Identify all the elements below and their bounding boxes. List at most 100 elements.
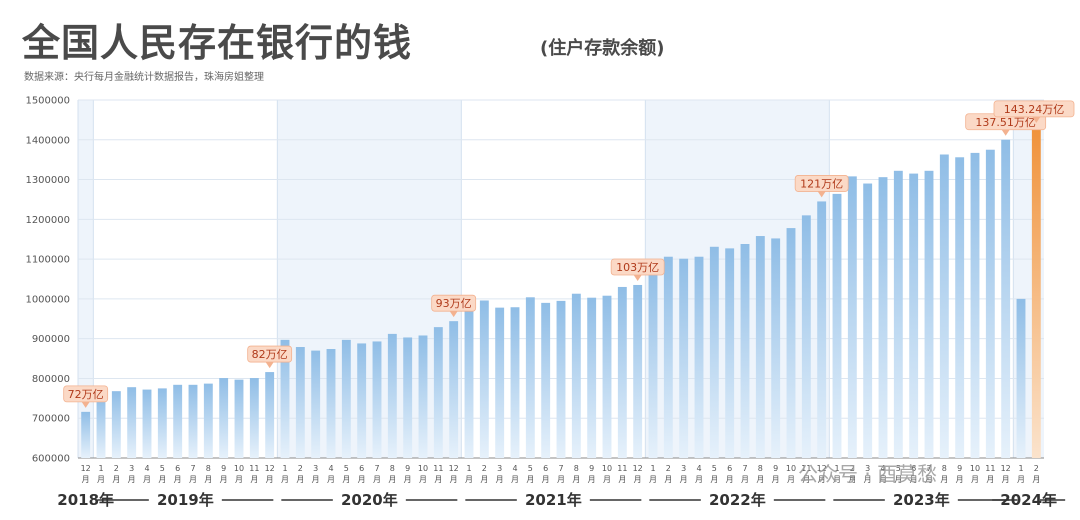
bar (372, 341, 382, 458)
x-tick-month: 9 (221, 464, 226, 473)
bars (81, 126, 1041, 459)
bar (295, 347, 305, 458)
x-tick-suffix: 月 (450, 475, 458, 484)
annotation-label: 143.24万亿 (1004, 103, 1065, 116)
x-tick-month: 7 (374, 464, 379, 473)
x-tick-suffix: 月 (128, 475, 136, 484)
x-tick-suffix: 月 (542, 475, 550, 484)
x-tick-month: 12 (633, 464, 643, 473)
x-tick-suffix: 月 (910, 475, 918, 484)
x-tick-suffix: 月 (342, 475, 350, 484)
x-tick-suffix: 月 (388, 475, 396, 484)
annotation-label: 82万亿 (252, 348, 288, 361)
x-tick-suffix: 月 (956, 475, 964, 484)
bar (725, 248, 735, 458)
x-tick-month: 6 (543, 464, 548, 473)
bar (96, 396, 106, 458)
x-tick-month: 2 (298, 464, 303, 473)
bar (863, 183, 873, 459)
x-tick-month: 7 (558, 464, 563, 473)
x-tick-suffix: 月 (1017, 475, 1025, 484)
x-tick-suffix: 月 (894, 475, 902, 484)
bar (341, 339, 351, 458)
x-tick-month: 7 (926, 464, 931, 473)
x-tick-month: 1 (98, 464, 103, 473)
x-tick-month: 8 (942, 464, 947, 473)
annotation-pointer (633, 274, 642, 281)
bar (249, 378, 259, 458)
bar (694, 256, 704, 458)
x-tick-suffix: 月 (526, 475, 534, 484)
y-tick-label: 800000 (32, 374, 70, 385)
x-tick-suffix: 月 (511, 475, 519, 484)
x-tick-suffix: 月 (404, 475, 412, 484)
bar (479, 300, 489, 458)
x-tick-month: 9 (405, 464, 410, 473)
x-tick-suffix: 月 (266, 475, 274, 484)
x-tick-month: 6 (911, 464, 916, 473)
x-tick-month: 10 (234, 464, 244, 473)
annotation-label: 121万亿 (800, 177, 843, 190)
bar (985, 149, 995, 458)
data-source-note: 数据来源：央行每月金融统计数据报告，珠海房姐整理 (24, 72, 264, 83)
x-tick-month: 2 (1034, 464, 1039, 473)
x-year-label: 2023年 (893, 491, 950, 509)
x-tick-month: 12 (265, 464, 275, 473)
x-tick-suffix: 月 (695, 475, 703, 484)
x-tick-month: 4 (144, 464, 149, 473)
x-tick-suffix: 月 (572, 475, 580, 484)
bar (357, 343, 367, 458)
x-tick-suffix: 月 (1032, 475, 1040, 484)
x-tick-month: 2 (482, 464, 487, 473)
bar (525, 297, 535, 458)
annotation-pointer (1001, 129, 1010, 136)
x-tick-suffix: 月 (971, 475, 979, 484)
bar (203, 383, 213, 458)
x-year-label: 2018年 (57, 491, 114, 509)
x-tick-month: 12 (449, 464, 459, 473)
bar (740, 243, 750, 458)
x-year-label: 2019年 (157, 491, 214, 509)
x-tick-suffix: 月 (557, 475, 565, 484)
x-tick-month: 6 (175, 464, 180, 473)
x-tick-month: 11 (801, 464, 811, 473)
x-tick-month: 3 (497, 464, 502, 473)
x-tick-suffix: 月 (174, 475, 182, 484)
annotation-label: 137.51万亿 (975, 116, 1036, 129)
x-tick-suffix: 月 (327, 475, 335, 484)
bar (157, 388, 167, 458)
y-tick-label: 1400000 (25, 135, 70, 146)
year-band (277, 100, 462, 458)
y-tick-label: 900000 (32, 334, 70, 345)
x-tick-month: 3 (129, 464, 134, 473)
bar (679, 258, 689, 458)
x-tick-month: 7 (742, 464, 747, 473)
x-year-label: 2021年 (525, 491, 582, 509)
bar (587, 297, 597, 458)
y-tick-label: 1200000 (25, 215, 70, 226)
x-tick-month: 7 (190, 464, 195, 473)
y-tick-label: 1300000 (25, 175, 70, 186)
bar (280, 339, 290, 458)
annotation-label: 103万亿 (616, 261, 659, 274)
x-tick-month: 6 (359, 464, 364, 473)
x-tick-suffix: 月 (97, 475, 105, 484)
x-tick-suffix: 月 (787, 475, 795, 484)
x-tick-suffix: 月 (82, 475, 90, 484)
x-year-label: 2022年 (709, 491, 766, 509)
annotation-pointer (265, 362, 274, 369)
x-tick-month: 9 (773, 464, 778, 473)
watermark: 公众号 · 酉莫愁 (798, 462, 938, 486)
x-tick-suffix: 月 (588, 475, 596, 484)
x-tick-month: 9 (957, 464, 962, 473)
x-tick-suffix: 月 (296, 475, 304, 484)
x-tick-suffix: 月 (726, 475, 734, 484)
x-tick-month: 2 (666, 464, 671, 473)
x-tick-suffix: 月 (925, 475, 933, 484)
bar (403, 337, 413, 458)
year-band (645, 100, 830, 458)
y-tick-label: 700000 (32, 414, 70, 425)
bar (571, 293, 581, 458)
bar (127, 387, 137, 458)
